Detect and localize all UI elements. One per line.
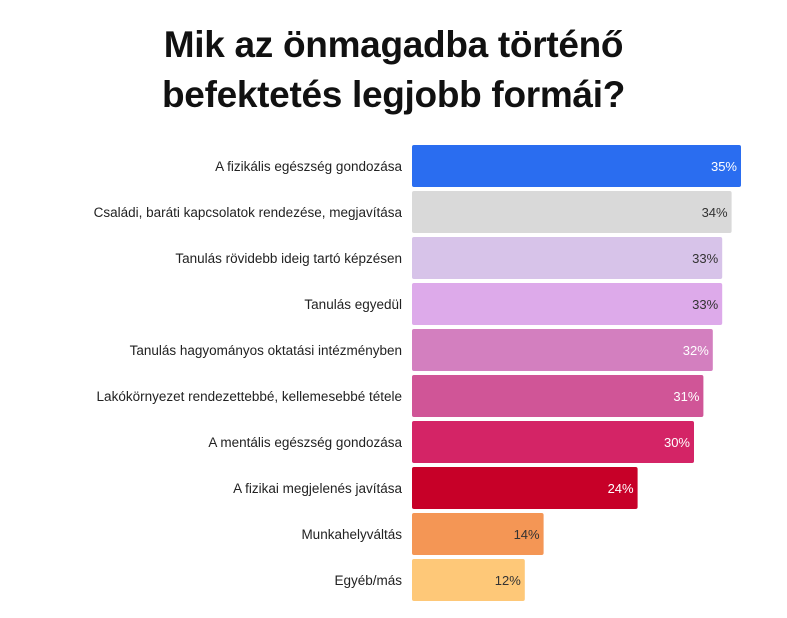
value-label: 24% [608,481,634,496]
chart-title-line-1: Mik az önmagadba történő [163,24,624,65]
value-label: 35% [711,159,737,174]
category-label: A mentális egészség gondozása [208,435,402,450]
category-label: Munkahelyváltás [301,527,402,542]
value-label: 30% [664,435,690,450]
bar [412,283,723,325]
category-label: Tanulás rövidebb ideig tartó képzésen [175,251,402,266]
value-label: 32% [683,343,709,358]
category-label: Lakókörnyezet rendezettebbé, kellemesebb… [97,389,402,404]
category-label: Egyéb/más [334,573,402,588]
bar [412,467,638,509]
bar [412,375,704,417]
bar [412,513,544,555]
category-label: A fizikai megjelenés javítása [233,481,402,496]
bar [412,329,713,371]
value-label: 33% [692,297,718,312]
chart-title-line-2: befektetés legjobb formái? [161,74,625,115]
category-label: Tanulás egyedül [304,297,402,312]
value-label: 31% [673,389,699,404]
bar [412,559,525,601]
category-label: Családi, baráti kapcsolatok rendezése, m… [94,205,403,220]
bar [412,145,741,187]
value-label: 14% [514,527,540,542]
bar [412,237,723,279]
bar [412,421,694,463]
category-label: Tanulás hagyományos oktatási intézménybe… [130,343,402,358]
chart-title: Mik az önmagadba történő befektetés legj… [0,20,787,120]
category-label: A fizikális egészség gondozása [215,159,402,174]
bar [412,191,732,233]
value-label: 33% [692,251,718,266]
value-label: 12% [495,573,521,588]
value-label: 34% [702,205,728,220]
